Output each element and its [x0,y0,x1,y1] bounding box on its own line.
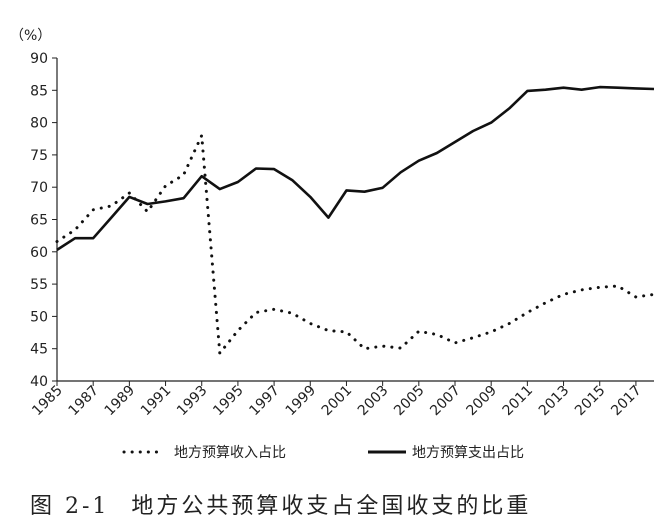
x-tick-label: 2007 [427,383,464,420]
series-line-income [55,129,656,358]
y-tick-label: 50 [30,309,48,325]
y-tick-label: 65 [30,213,48,229]
x-axis: 1985 1987 1989 1991 1993 1995 1997 1999 2001 2003… [29,380,654,420]
y-tick-label: 55 [30,277,48,293]
legend-label-income: 地方预算收入占比 [174,445,286,461]
figure-caption: 图 2-1 地方公共预算收支占全国收支的比重 [30,488,531,520]
y-axis-unit-label: （%） [10,28,51,44]
y-tick-label: 85 [30,83,48,99]
x-tick-label: 2009 [463,383,500,420]
legend: 地方预算收入占比 地方预算支出占比 [122,445,524,461]
chart: 40 45 50 55 60 65 70 75 80 85 90 （%） 1985 1987 1989 1… [10,28,656,461]
x-tick-label: 1999 [283,383,320,420]
y-tick-label: 40 [30,374,48,390]
x-tick-label: 1993 [174,383,211,420]
x-tick-label: 1991 [138,383,175,420]
x-tick-label: 2017 [608,383,645,420]
y-tick-label: 60 [30,245,48,261]
x-tick-label: 2013 [536,383,573,420]
x-tick-label: 2003 [355,383,392,420]
legend-label-expenditure: 地方预算支出占比 [412,445,524,461]
y-tick-label: 70 [30,180,48,196]
x-tick-label: 1987 [65,383,102,420]
x-tick-label: 1989 [102,383,139,420]
y-axis: 40 45 50 55 60 65 70 75 80 85 90 （%） [10,28,58,390]
series-layer [55,85,656,358]
series-line-expenditure [56,85,655,251]
x-tick-label: 2011 [500,383,537,420]
x-tick-label: 2005 [391,383,428,420]
figure-number: 图 2-1 [30,494,110,519]
x-tick-label: 2015 [572,383,609,420]
x-tick-label: 1997 [246,383,283,420]
y-tick-label: 45 [30,342,48,358]
y-tick-label: 80 [30,116,48,132]
y-tick-label: 90 [30,51,48,67]
x-tick-label: 1995 [210,383,247,420]
y-tick-label: 75 [30,148,48,164]
x-tick-label: 2001 [319,383,356,420]
figure-title: 地方公共预算收支占全国收支的比重 [131,494,532,519]
